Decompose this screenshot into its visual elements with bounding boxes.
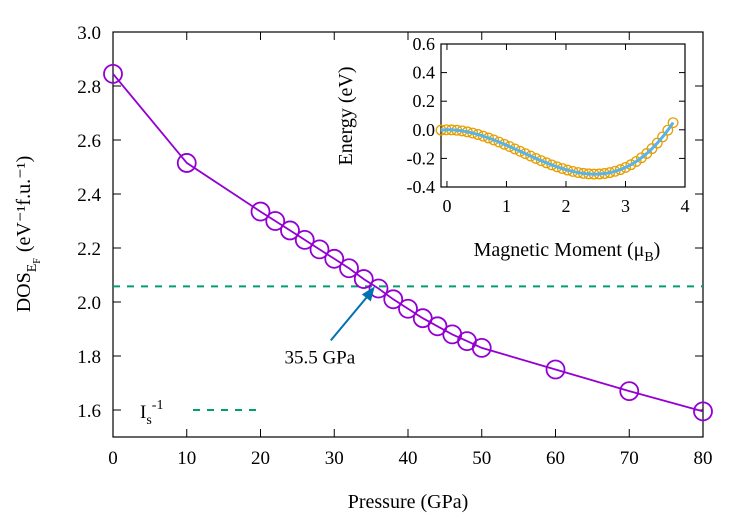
inset-x-axis-title-close: ) [654, 239, 661, 261]
data-point [324, 248, 345, 269]
y-tick-label: 2.6 [77, 131, 101, 152]
inset-x-tick-label: 0 [442, 196, 451, 216]
inset-data-point [483, 132, 494, 144]
data-point [265, 211, 286, 231]
annotation-label: 35.5 GPa [284, 347, 355, 368]
x-tick-label: 50 [472, 448, 491, 469]
legend-label: Is-1 [140, 398, 163, 428]
inset-data-point [667, 117, 679, 129]
inset-y-tick-label: 0.0 [413, 120, 436, 140]
y-tick-label: 2.8 [77, 77, 101, 98]
inset-y-tick-label: 0.2 [413, 91, 436, 111]
inset-data-point [498, 138, 510, 150]
inset-data-point [519, 148, 531, 160]
inset-x-axis-title-main: Magnetic Moment (μ [474, 239, 645, 261]
x-tick-label: 0 [108, 448, 118, 469]
data-point [471, 337, 492, 358]
y-tick-label: 1.8 [77, 347, 101, 368]
inset-x-axis-title-sub: B [644, 250, 653, 265]
y-axis-title-subsub: F [32, 258, 43, 264]
data-point [427, 316, 448, 337]
inset-y-tick-label: 0.4 [413, 63, 436, 83]
y-tick-label: 2.4 [77, 185, 101, 206]
y-tick-label: 2.0 [77, 293, 101, 314]
inset-background [447, 44, 685, 187]
svg-text:DOSEF(eV⁻¹f.u.⁻¹): DOSEF (eV⁻¹f.u.⁻¹) [13, 156, 43, 313]
data-point [398, 298, 418, 319]
inset-data-point [509, 143, 521, 155]
legend-label-sup: -1 [152, 398, 164, 413]
series-line [112, 73, 704, 413]
inset-fit-curve [440, 121, 675, 176]
data-point [176, 153, 197, 173]
data-point [412, 308, 433, 329]
y-axis-title: DOSEF (eV⁻¹f.u.⁻¹) [13, 156, 43, 313]
x-tick-label: 30 [325, 448, 344, 469]
data-point [368, 278, 389, 299]
inset-data-point [530, 152, 542, 164]
inset-data-point [493, 136, 505, 148]
data-point [353, 269, 374, 289]
inset-x-axis-title: Magnetic Moment (μB) [474, 239, 661, 265]
data-point [250, 201, 271, 222]
annotation-arrow-shaft [330, 291, 372, 341]
inset-x-tick-label: 4 [681, 196, 690, 216]
inset-data-point [546, 159, 558, 171]
x-tick-label: 20 [251, 448, 270, 469]
inset-data-point [535, 155, 547, 167]
x-tick-label: 40 [399, 448, 418, 469]
inset-x-tick-label: 1 [502, 196, 511, 216]
inset-data-point [551, 161, 563, 173]
inset-x-tick-label: 2 [561, 196, 570, 216]
inset-data-point [625, 159, 637, 171]
legend-label-sub: s [146, 413, 151, 428]
inset-data-point [620, 161, 632, 173]
data-point [545, 359, 566, 380]
inset-data-point [514, 145, 526, 157]
x-axis-title: Pressure (GPa) [348, 491, 469, 513]
x-tick-label: 80 [694, 448, 713, 469]
inset-data-point [657, 131, 668, 143]
inset-data-point [525, 150, 537, 162]
inset-x-tick-label: 3 [621, 196, 630, 216]
inset-data-point [541, 157, 552, 169]
inset-data-point [504, 141, 516, 153]
y-tick-label: 2.2 [77, 239, 101, 260]
data-point [294, 229, 315, 250]
legend-label-main: I [140, 402, 146, 423]
annotation-arrowhead [361, 286, 375, 302]
data-point [383, 289, 404, 310]
inset-y-tick-label: -0.2 [407, 148, 436, 168]
y-tick-label: 3.0 [77, 23, 101, 44]
data-point [693, 401, 713, 422]
data-point [619, 381, 640, 402]
inset-y-axis-title: Energy (eV) [335, 66, 357, 165]
inset-y-tick-label: -0.4 [407, 177, 436, 197]
data-point [339, 258, 359, 279]
data-point [280, 220, 300, 241]
x-tick-label: 60 [546, 448, 565, 469]
data-point [103, 63, 123, 84]
x-tick-label: 70 [620, 448, 639, 469]
y-axis-title-units: (eV⁻¹f.u.⁻¹) [13, 156, 35, 252]
data-point [309, 239, 330, 260]
y-tick-label: 1.6 [77, 401, 101, 422]
y-axis-title-main: DOS [13, 272, 35, 312]
y-axis-title-sub: E [25, 264, 40, 273]
inset-data-point [662, 124, 674, 136]
inset-data-point [488, 134, 500, 146]
x-tick-label: 10 [177, 448, 196, 469]
inset-plot-frame [440, 43, 686, 188]
inset-y-tick-label: 0.6 [413, 34, 436, 54]
